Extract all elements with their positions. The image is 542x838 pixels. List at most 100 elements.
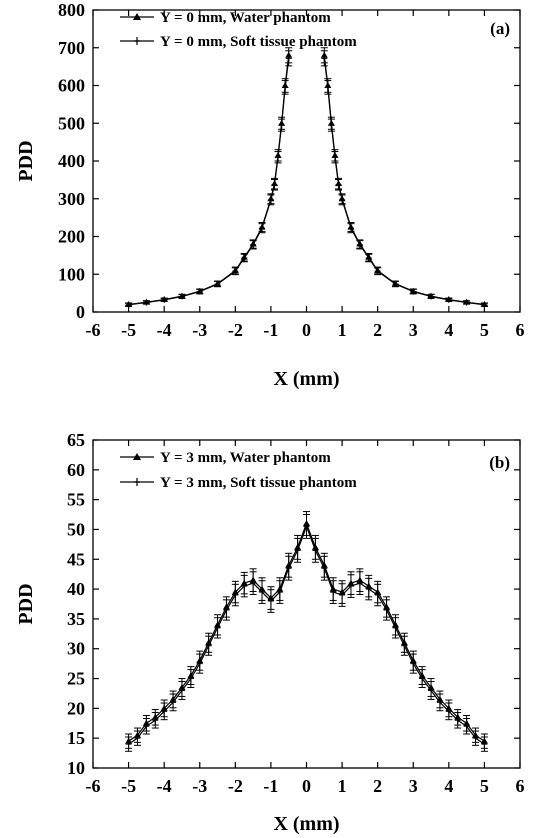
x-tick-label: 2 bbox=[373, 776, 382, 796]
x-axis-label: X (mm) bbox=[273, 813, 339, 835]
data-point-plus bbox=[152, 717, 159, 724]
data-point-plus bbox=[143, 723, 150, 730]
data-point-plus bbox=[285, 565, 292, 572]
panel-label: (b) bbox=[489, 453, 510, 472]
series-2 bbox=[125, 514, 488, 752]
data-point-plus bbox=[143, 299, 150, 306]
x-tick-label: 3 bbox=[409, 776, 418, 796]
y-tick-label: 600 bbox=[58, 76, 85, 96]
data-point-plus bbox=[335, 181, 342, 188]
x-tick-label: -4 bbox=[157, 776, 172, 796]
y-tick-label: 40 bbox=[67, 579, 85, 599]
data-point-plus bbox=[232, 268, 239, 275]
y-tick-label: 800 bbox=[58, 0, 85, 20]
data-point-plus bbox=[374, 592, 381, 599]
data-point-plus bbox=[232, 592, 239, 599]
panel-label: (a) bbox=[490, 19, 510, 38]
legend-marker-plus bbox=[134, 478, 140, 486]
y-tick-label: 15 bbox=[67, 728, 85, 748]
data-point-plus bbox=[125, 741, 132, 748]
x-tick-label: 0 bbox=[302, 776, 311, 796]
plot-frame bbox=[92, 9, 521, 313]
data-point-plus bbox=[294, 547, 301, 554]
legend-entry: Y = 0 mm, Water phantom bbox=[160, 10, 331, 26]
series-2 bbox=[125, 50, 488, 308]
series-line bbox=[323, 55, 485, 306]
data-point-plus bbox=[339, 592, 346, 599]
data-point-plus bbox=[481, 741, 488, 748]
y-tick-label: 25 bbox=[67, 669, 85, 689]
data-point-plus bbox=[312, 547, 319, 554]
data-point-plus bbox=[383, 606, 390, 613]
data-point-plus bbox=[134, 735, 141, 742]
data-point-plus bbox=[392, 624, 399, 631]
chart-panel-a: -6 -5 -4 -3 -2 -1 0 1 2 3 4 5 6 0 100 200 300 400 500 600 70… bbox=[15, 0, 525, 390]
legend-marker-triangle bbox=[133, 453, 141, 460]
data-point-plus bbox=[419, 675, 426, 682]
data-point-plus bbox=[472, 735, 479, 742]
data-point-plus bbox=[401, 642, 408, 649]
y-tick-label: 10 bbox=[67, 758, 85, 778]
y-tick-label: 30 bbox=[67, 639, 85, 659]
x-tick-label: 4 bbox=[444, 776, 453, 796]
data-point-plus bbox=[170, 699, 177, 706]
data-point-plus bbox=[330, 589, 337, 596]
chart-panel-b: -6 -5 -4 -3 -2 -1 0 1 2 3 4 5 6101520253035404550556… bbox=[15, 430, 525, 835]
data-point-plus bbox=[356, 241, 363, 248]
data-point-plus bbox=[445, 708, 452, 715]
x-tick-label: -2 bbox=[228, 776, 243, 796]
data-point-plus bbox=[324, 84, 331, 91]
series-line bbox=[128, 521, 485, 742]
y-tick-label: 500 bbox=[58, 113, 85, 133]
legend: Y = 0 mm, Water phantom Y = 0 mm, Soft ti… bbox=[120, 10, 357, 50]
data-point-plus bbox=[365, 255, 372, 262]
x-tick-label: 5 bbox=[480, 320, 489, 340]
x-tick-label: 4 bbox=[444, 320, 453, 340]
data-point-plus bbox=[428, 293, 435, 300]
x-tick-label: -1 bbox=[263, 320, 278, 340]
data-point-plus bbox=[410, 660, 417, 667]
x-tick-label: -5 bbox=[121, 776, 136, 796]
data-point-plus bbox=[267, 196, 274, 203]
data-point-plus bbox=[481, 301, 488, 308]
x-tick-label: -6 bbox=[86, 776, 101, 796]
data-point-plus bbox=[339, 196, 346, 203]
data-point-plus bbox=[275, 154, 282, 161]
legend-entry: Y = 0 mm, Soft tissue phantom bbox=[160, 34, 357, 50]
y-axis-label: PDD bbox=[15, 583, 37, 624]
data-point-plus bbox=[205, 642, 212, 649]
x-tick-label: -3 bbox=[192, 776, 207, 796]
series-1 bbox=[125, 47, 488, 307]
x-tick-label: 1 bbox=[338, 320, 347, 340]
y-tick-label: 45 bbox=[67, 549, 85, 569]
data-point-plus bbox=[250, 241, 257, 248]
series-line bbox=[128, 55, 290, 306]
y-tick-label: 700 bbox=[58, 38, 85, 58]
data-point-plus bbox=[436, 699, 443, 706]
data-point-plus bbox=[276, 589, 283, 596]
y-tick-label: 35 bbox=[67, 609, 85, 629]
x-tick-label: -1 bbox=[263, 776, 278, 796]
series-1 bbox=[125, 511, 488, 749]
x-tick-label: 1 bbox=[338, 776, 347, 796]
data-point-plus bbox=[196, 288, 203, 295]
data-point-plus bbox=[196, 660, 203, 667]
data-point-plus bbox=[187, 675, 194, 682]
data-point-plus bbox=[321, 565, 328, 572]
y-tick-label: 100 bbox=[58, 264, 85, 284]
data-point-plus bbox=[347, 225, 354, 232]
data-point-plus bbox=[161, 708, 168, 715]
data-point-plus bbox=[282, 84, 289, 91]
x-tick-label: -6 bbox=[86, 320, 101, 340]
y-tick-label: 55 bbox=[67, 490, 85, 510]
data-point-plus bbox=[241, 255, 248, 262]
data-point-plus bbox=[250, 580, 257, 587]
data-point-plus bbox=[347, 583, 354, 590]
data-point-plus bbox=[410, 288, 417, 295]
series-line bbox=[128, 58, 290, 306]
y-tick-label: 400 bbox=[58, 151, 85, 171]
data-point-plus bbox=[392, 281, 399, 288]
data-point-plus bbox=[331, 154, 338, 161]
data-point-plus bbox=[328, 122, 335, 129]
